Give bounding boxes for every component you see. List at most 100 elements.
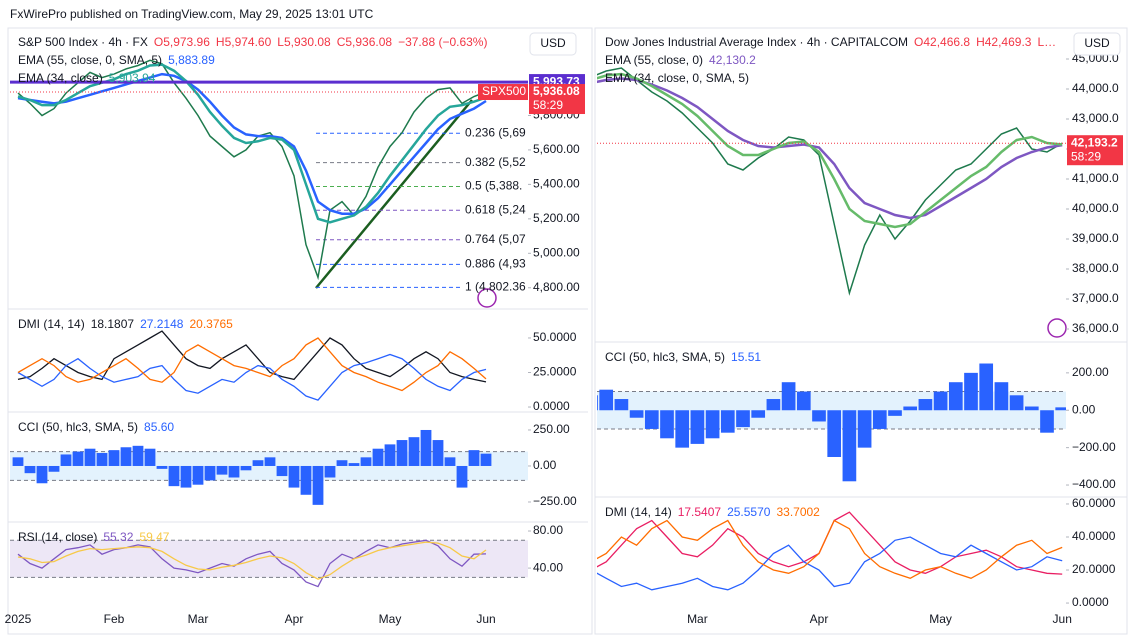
histogram-bar bbox=[72, 451, 84, 466]
pane: 0.236 (5,69 0.382 (5,52 0.5 (5,388. 0.618 (… bbox=[10, 59, 528, 294]
legend-text: C5,936.08 bbox=[337, 35, 393, 49]
legend-text: −37.88 (−0.63%) bbox=[398, 35, 487, 49]
legend-text: 20.3765 bbox=[189, 317, 233, 331]
currency-button[interactable] bbox=[1073, 32, 1121, 56]
histogram-bar bbox=[324, 465, 336, 478]
histogram-bar bbox=[736, 410, 750, 428]
histogram-bar bbox=[597, 395, 598, 411]
histogram-bar bbox=[48, 465, 60, 472]
histogram-bar bbox=[204, 465, 216, 481]
y-tick-label: 80.00 bbox=[533, 523, 563, 537]
histogram-bar bbox=[903, 406, 918, 411]
legend-text: H42,469.3 bbox=[976, 35, 1032, 49]
histogram-bar bbox=[144, 448, 156, 466]
histogram-bar bbox=[432, 440, 444, 466]
legend-text: L… bbox=[1037, 35, 1056, 49]
histogram-bar bbox=[444, 457, 456, 466]
x-tick-label: Apr bbox=[285, 612, 304, 626]
histogram-bar bbox=[979, 363, 994, 411]
event-icon[interactable] bbox=[1047, 318, 1067, 338]
price-label-box bbox=[529, 84, 585, 115]
histogram-bar bbox=[705, 410, 720, 439]
y-tick-label: 40.0000 bbox=[1072, 529, 1116, 543]
x-tick-label: Jun bbox=[476, 612, 495, 626]
legend-text: DMI (14, 14) bbox=[18, 317, 85, 331]
symbol-label: SPX500 bbox=[482, 84, 526, 98]
legend-text: 55.32 bbox=[103, 530, 133, 544]
legend-text: 85.60 bbox=[144, 420, 174, 434]
currency-label: USD bbox=[540, 36, 566, 50]
y-tick-label: 5,400.00 bbox=[533, 177, 580, 191]
x-tick-label: May bbox=[379, 612, 402, 626]
x-tick-label: Mar bbox=[687, 612, 708, 626]
histogram-bar bbox=[336, 460, 348, 466]
histogram-bar bbox=[1024, 406, 1039, 411]
histogram-bar bbox=[24, 465, 36, 474]
legend-text: 15.51 bbox=[731, 350, 761, 364]
trend-line bbox=[315, 99, 473, 289]
y-tick-label: 0.0000 bbox=[1072, 595, 1109, 609]
legend-text: H5,974.60 bbox=[216, 35, 272, 49]
event-icon[interactable] bbox=[477, 288, 497, 308]
fib-label: 0.886 (4,93 bbox=[465, 257, 526, 271]
y-tick-label: 38,000.0 bbox=[1072, 261, 1119, 275]
histogram-bar bbox=[156, 465, 168, 469]
histogram-bar bbox=[300, 465, 312, 495]
histogram-bar bbox=[1040, 410, 1054, 433]
legend-text: 18.1807 bbox=[91, 317, 135, 331]
legend-text: S&P 500 Index · 4h · FX bbox=[18, 35, 148, 49]
y-tick-label: 50.0000 bbox=[533, 330, 577, 344]
legend-text: 42,130.2 bbox=[709, 53, 756, 67]
y-tick-label: 250.00 bbox=[533, 422, 570, 436]
x-tick-label: Mar bbox=[188, 612, 209, 626]
histogram-bar bbox=[372, 448, 384, 466]
price-label: 42,193.2 bbox=[1071, 135, 1118, 149]
currency-button[interactable] bbox=[529, 32, 577, 56]
histogram-bar bbox=[396, 440, 408, 466]
histogram-bar bbox=[168, 465, 180, 487]
histogram-bar bbox=[948, 382, 963, 411]
legend-text: 33.7002 bbox=[776, 505, 820, 519]
legend-text: 25.5570 bbox=[727, 505, 771, 519]
histogram-bar bbox=[660, 410, 674, 439]
y-tick-label: 40,000.0 bbox=[1072, 201, 1119, 215]
histogram-bar bbox=[192, 465, 204, 485]
histogram-bar bbox=[964, 372, 978, 411]
series-line bbox=[17, 337, 487, 392]
y-tick-label: −200.00 bbox=[1072, 440, 1116, 454]
histogram-bar bbox=[842, 410, 857, 482]
band bbox=[10, 540, 528, 578]
histogram-bar bbox=[12, 457, 24, 466]
histogram-bar bbox=[751, 410, 766, 418]
histogram-bar bbox=[614, 399, 629, 411]
histogram-bar bbox=[781, 382, 796, 411]
y-tick-label: 0.00 bbox=[533, 458, 557, 472]
y-tick-label: 5,000.00 bbox=[533, 245, 580, 259]
legend-text: O5,973.96 bbox=[154, 35, 210, 49]
y-tick-label: 0.0000 bbox=[533, 399, 570, 413]
histogram-bar bbox=[36, 465, 48, 484]
histogram-bar bbox=[888, 410, 902, 416]
histogram-bar bbox=[216, 465, 228, 475]
y-tick-label: 60.0000 bbox=[1072, 496, 1116, 510]
fib-label: 0.236 (5,69 bbox=[465, 125, 526, 139]
series-line bbox=[17, 541, 487, 580]
legend-text: Dow Jones Industrial Average Index · 4h … bbox=[605, 35, 908, 49]
legend-text: EMA (55, close, 0) bbox=[605, 53, 703, 67]
y-tick-label: 20.0000 bbox=[1072, 562, 1116, 576]
legend-text: RSI (14, close) bbox=[18, 530, 97, 544]
histogram-bar bbox=[918, 399, 933, 411]
fib-label: 0.5 (5,388. bbox=[465, 179, 522, 193]
x-tick-label: 2025 bbox=[5, 612, 32, 626]
y-tick-label: 37,000.0 bbox=[1072, 291, 1119, 305]
legend-text: CCI (50, hlc3, SMA, 5) bbox=[605, 350, 725, 364]
histogram-bar bbox=[994, 382, 1009, 411]
pane bbox=[597, 511, 1063, 591]
histogram-bar bbox=[228, 465, 240, 478]
y-tick-label: 25.0000 bbox=[533, 365, 577, 379]
histogram-bar bbox=[276, 465, 288, 477]
histogram-bar bbox=[933, 391, 948, 411]
histogram-bar bbox=[408, 437, 420, 466]
price-label-box bbox=[1067, 135, 1123, 166]
